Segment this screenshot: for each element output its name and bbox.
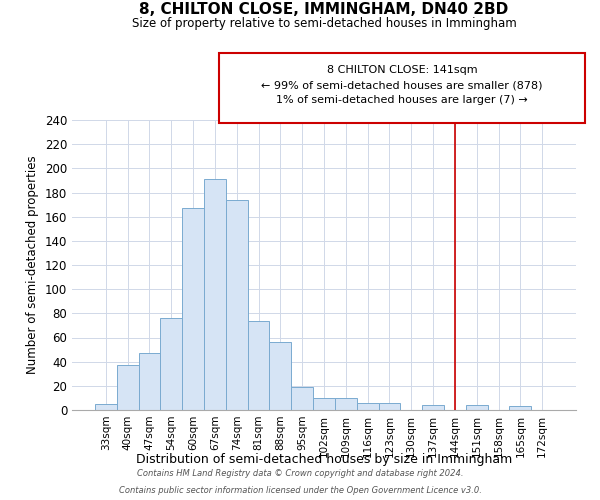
Bar <box>139 353 160 410</box>
Bar <box>509 406 531 410</box>
Y-axis label: Number of semi-detached properties: Number of semi-detached properties <box>26 156 39 374</box>
Bar <box>269 342 291 410</box>
Bar <box>313 398 335 410</box>
Bar <box>182 208 204 410</box>
Bar <box>204 179 226 410</box>
Bar <box>95 404 117 410</box>
Bar <box>226 200 248 410</box>
Text: 8 CHILTON CLOSE: 141sqm
← 99% of semi-detached houses are smaller (878)
1% of se: 8 CHILTON CLOSE: 141sqm ← 99% of semi-de… <box>261 65 543 105</box>
Text: 8, CHILTON CLOSE, IMMINGHAM, DN40 2BD: 8, CHILTON CLOSE, IMMINGHAM, DN40 2BD <box>139 2 509 18</box>
Text: Contains HM Land Registry data © Crown copyright and database right 2024.: Contains HM Land Registry data © Crown c… <box>137 468 463 477</box>
Bar <box>335 398 357 410</box>
Text: Distribution of semi-detached houses by size in Immingham: Distribution of semi-detached houses by … <box>136 452 512 466</box>
Bar <box>357 403 379 410</box>
Text: Size of property relative to semi-detached houses in Immingham: Size of property relative to semi-detach… <box>131 18 517 30</box>
Text: Contains public sector information licensed under the Open Government Licence v3: Contains public sector information licen… <box>119 486 481 495</box>
Bar <box>117 366 139 410</box>
Bar <box>379 403 400 410</box>
Bar <box>466 405 488 410</box>
Bar <box>422 405 444 410</box>
Bar <box>248 320 269 410</box>
Bar <box>291 387 313 410</box>
Bar <box>160 318 182 410</box>
